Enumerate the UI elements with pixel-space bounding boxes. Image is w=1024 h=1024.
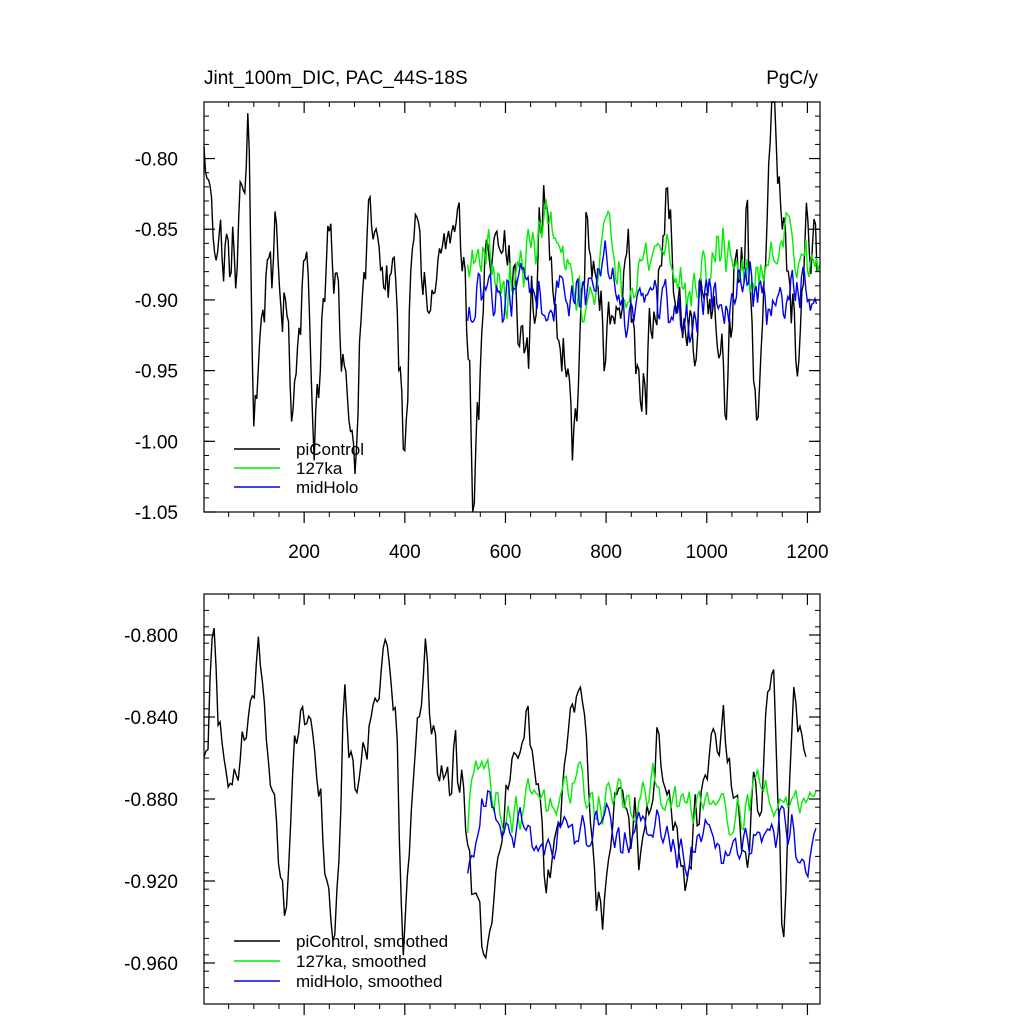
panel-bottom: -0.800 -0.840 -0.880 -0.920 -0.960 piControl…	[124, 593, 821, 1015]
top-series-line-2	[467, 199, 821, 323]
bottom-legend-label: midHolo, smoothed	[296, 972, 442, 991]
bottom-series-lines	[203, 627, 817, 960]
top-legend-label: midHolo	[296, 478, 358, 497]
top-x-tick-label: 800	[590, 542, 622, 563]
bottom-y-tick-label: -0.880	[124, 790, 178, 811]
chart-units: PgC/y	[766, 68, 818, 89]
bottom-legend-label: piControl, smoothed	[296, 932, 448, 951]
top-legend-label: piControl	[296, 440, 364, 459]
panel-top: Jint_100m_DIC, PAC_44S-18S PgC/y -0.80-0…	[135, 68, 829, 563]
top-y-tick-label: -0.95	[135, 362, 178, 383]
bottom-y-tick-label: -0.920	[124, 872, 178, 893]
bottom-y-tick-label: -0.840	[124, 708, 178, 729]
top-x-tick-label: 400	[389, 542, 421, 563]
bottom-legend-label: 127ka, smoothed	[296, 952, 426, 971]
top-x-tick-label: 600	[490, 542, 522, 563]
top-series-lines	[203, 101, 821, 513]
bottom-axis-ticks: -0.800 -0.840 -0.880 -0.920 -0.960	[124, 593, 820, 1015]
bottom-series-line-3	[467, 789, 817, 879]
top-y-tick-label: -1.05	[135, 503, 178, 524]
top-y-tick-label: -1.00	[135, 432, 178, 453]
top-y-tick-label: -0.80	[135, 150, 178, 171]
top-x-tick-label: 1000	[686, 542, 728, 563]
chart-title: Jint_100m_DIC, PAC_44S-18S	[204, 68, 468, 89]
bottom-series-line-1	[203, 627, 807, 960]
top-y-tick-label: -0.90	[135, 291, 178, 312]
top-axis-ticks: -0.80 -0.85 -0.90 -0.95 -1.00 -1.05 200 400 600 8…	[135, 101, 829, 563]
top-series-line-3	[467, 240, 818, 343]
bottom-y-tick-label: -0.960	[124, 954, 178, 975]
top-y-tick-label: -0.85	[135, 220, 178, 241]
bottom-y-tick-label: -0.800	[124, 626, 178, 647]
top-legend-label: 127ka	[296, 459, 343, 478]
top-x-tick-label: 1200	[786, 542, 828, 563]
bottom-series-line-2	[467, 757, 817, 836]
top-x-tick-label: 200	[288, 542, 320, 563]
top-plot-frame	[203, 101, 821, 513]
